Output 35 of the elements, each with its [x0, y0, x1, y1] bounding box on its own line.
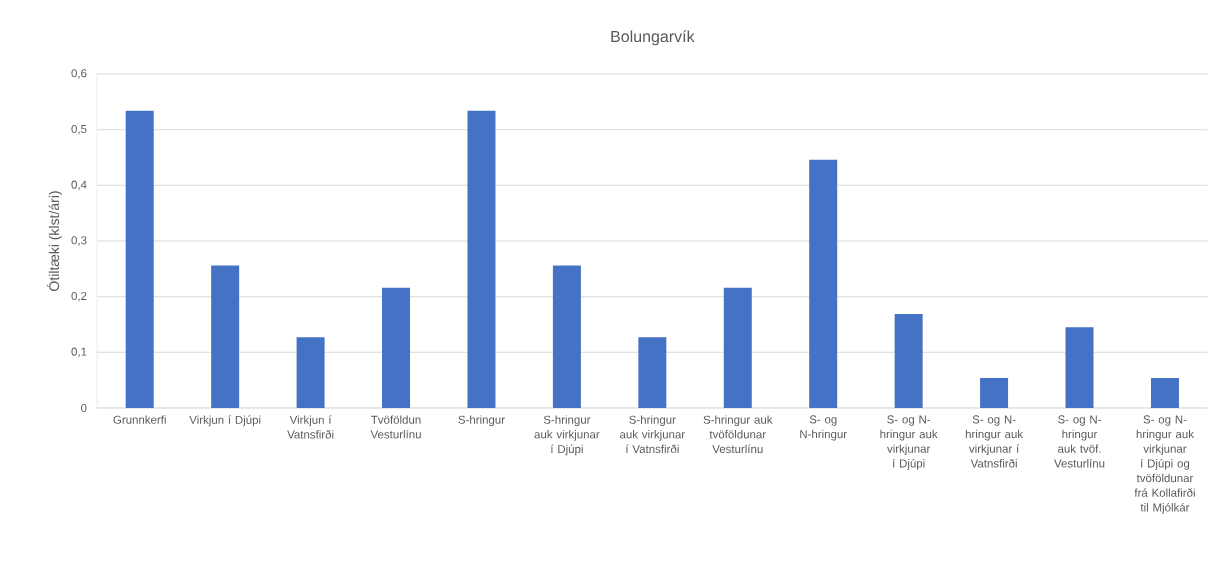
- bar: [980, 377, 1009, 408]
- x-tick-label: S-hringur auk tvöföldunar Vesturlínu: [703, 415, 773, 454]
- x-tick-label: Tvöföldun Vesturlínu: [370, 415, 421, 439]
- chart-title: Bolungarvík: [611, 30, 695, 46]
- x-tick-label: S- og N-hringur auk tvöf. Vesturlínu: [1054, 415, 1105, 468]
- x-tick-label: S- og N-hringur: [800, 415, 847, 441]
- bar: [552, 265, 581, 408]
- bar: [809, 159, 838, 408]
- x-tick-label: S- og N-hringur auk virkjunar í Vatnsfirði: [965, 415, 1024, 468]
- y-axis-title: Ótiltæki (klst/ári): [46, 191, 62, 291]
- bar: [467, 110, 496, 408]
- y-tick-label: 0,5: [71, 124, 87, 135]
- x-tick-label: S-hringur auk virkjunar í Vatnsfirði: [620, 415, 685, 454]
- bar: [382, 287, 411, 408]
- y-tick-label: 0: [81, 403, 87, 413]
- bar: [894, 313, 923, 408]
- y-tick-label: 0,1: [71, 347, 87, 358]
- bar: [638, 337, 667, 408]
- x-tick-label: Grunnkerfi: [113, 415, 166, 424]
- y-tick-label: 0,3: [71, 236, 87, 246]
- x-tick-label: S- og N-hringur auk virkjunar í Djúpi: [880, 415, 938, 470]
- bar: [1065, 327, 1094, 408]
- y-tick-label: 0,2: [71, 291, 87, 302]
- x-tick-label: S-hringur: [458, 415, 505, 427]
- x-tick-label: Virkjun í Vatnsfirði: [287, 415, 334, 439]
- bar: [1150, 377, 1179, 408]
- x-tick-label: S-hringur auk virkjunar í Djúpi: [534, 415, 600, 456]
- y-tick-label: 0,6: [71, 69, 87, 79]
- bar: [723, 287, 752, 408]
- bar: [211, 265, 240, 408]
- bar: [125, 110, 154, 408]
- bar: [296, 337, 325, 408]
- y-tick-label: 0,4: [71, 180, 87, 191]
- x-tick-label: S- og N-hringur auk virkjunar í Djúpi og tvöföldunar frá Kollafirði til Mjólkár: [1134, 415, 1195, 514]
- x-tick-label: Virkjun í Djúpi: [189, 415, 261, 427]
